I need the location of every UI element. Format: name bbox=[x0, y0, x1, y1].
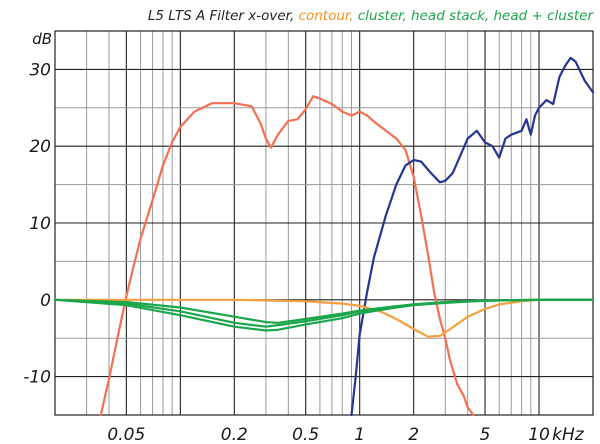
series-layer bbox=[53, 56, 595, 417]
chart-title: L5 LTS A Filter x-over, contour, cluster… bbox=[148, 8, 595, 24]
x-tick-label: 10 bbox=[528, 425, 550, 444]
title-part-1: L5 LTS A Filter x-over, bbox=[148, 8, 294, 24]
x-tick-label: 0.5 bbox=[292, 425, 319, 444]
series-line-2 bbox=[350, 56, 595, 417]
series-line-6 bbox=[53, 298, 595, 324]
y-tick-label: 20 bbox=[29, 137, 51, 157]
x-axis-unit-label: kHz bbox=[552, 425, 585, 444]
x-tick-labels: 0.05 0.2 0.5 1 2 5 10 bbox=[107, 425, 549, 444]
x-tick-label: 5 bbox=[480, 425, 491, 444]
plot-frame bbox=[54, 30, 594, 416]
y-tick-labels: 30 20 10 0 -10 bbox=[23, 60, 51, 387]
title-part-2: contour, bbox=[294, 8, 353, 24]
title-part-5: head + cluster bbox=[489, 8, 594, 24]
x-tick-label: 0.05 bbox=[107, 425, 145, 444]
x-tick-label: 0.2 bbox=[221, 425, 248, 444]
x-tick-label: 2 bbox=[408, 425, 419, 444]
y-tick-label: -10 bbox=[23, 368, 51, 388]
y-tick-label: 30 bbox=[29, 60, 51, 80]
x-tick-label: 1 bbox=[354, 425, 365, 444]
series-line-1 bbox=[99, 95, 475, 417]
title-part-4: head stack, bbox=[407, 8, 489, 24]
y-tick-label: 0 bbox=[40, 291, 51, 311]
y-axis-label: dB bbox=[32, 30, 52, 48]
y-tick-label: 10 bbox=[29, 214, 51, 234]
series-line-3 bbox=[53, 298, 595, 338]
title-part-3: cluster, bbox=[354, 8, 407, 24]
